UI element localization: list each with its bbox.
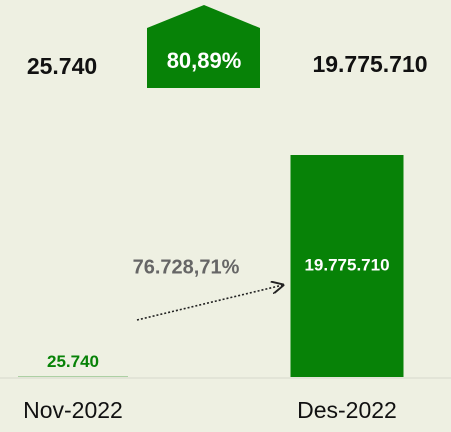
ratio-label: 80,89% <box>167 48 242 73</box>
value-label: 25.740 <box>47 352 99 371</box>
value-label: 19.775.710 <box>304 255 389 274</box>
x-tick-label: Des-2022 <box>297 397 397 423</box>
summary-left: 25.740 <box>27 53 97 79</box>
ratio-badge <box>147 5 260 88</box>
growth-arrow <box>136 285 283 321</box>
x-tick-label: Nov-2022 <box>23 397 123 423</box>
summary-right: 19.775.710 <box>312 51 427 77</box>
growth-label: 76.728,71% <box>133 256 240 278</box>
bar <box>290 155 404 377</box>
